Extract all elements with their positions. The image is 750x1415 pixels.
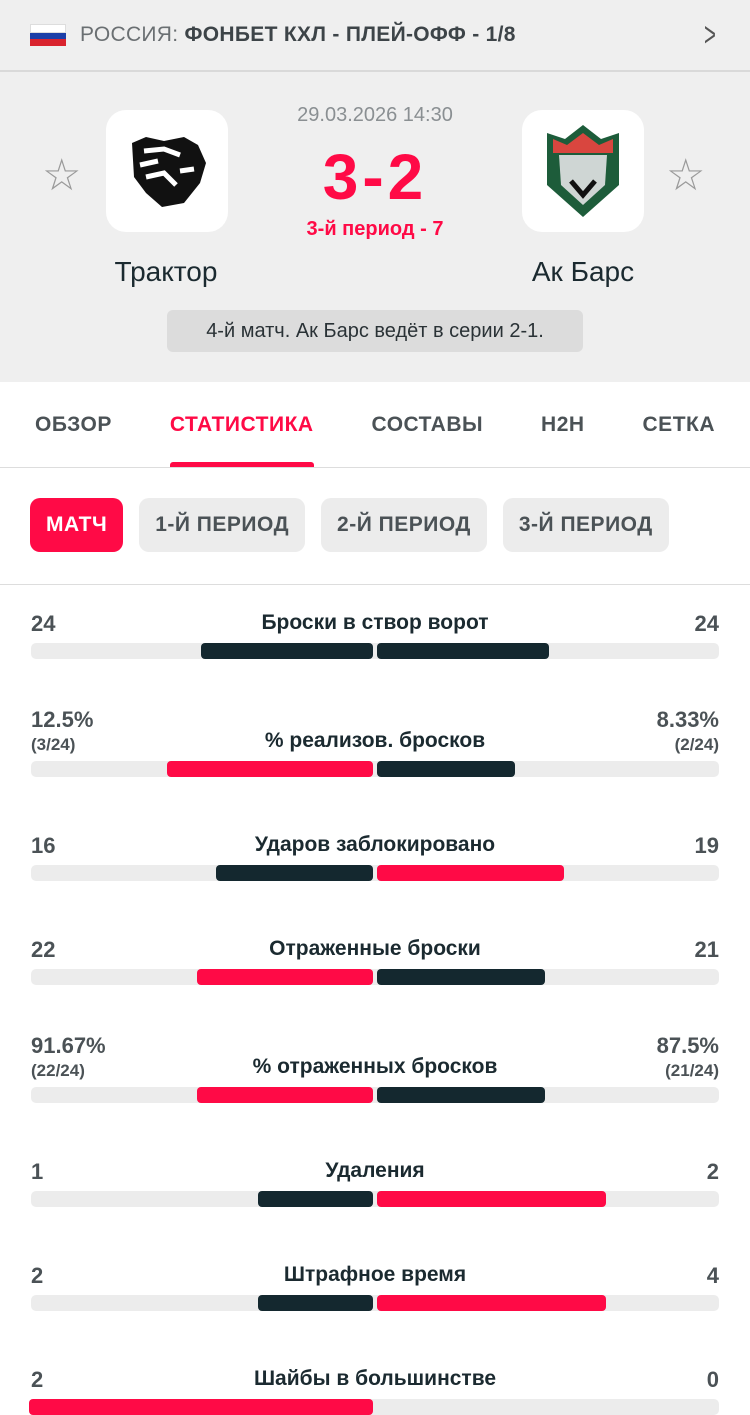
home-team-name[interactable]: Трактор: [114, 256, 218, 287]
stat-bar: [31, 865, 719, 881]
home-bar-fill: [197, 1087, 373, 1103]
tab-statistics[interactable]: СТАТИСТИКА: [169, 382, 314, 467]
match-status: 3-й период - 7: [306, 218, 444, 240]
score: 3-2: [322, 141, 428, 213]
period-1-button[interactable]: 1-Й ПЕРИОД: [139, 498, 306, 552]
away-value: 21: [694, 937, 719, 962]
away-bar-fill: [377, 643, 549, 659]
stat-bar: [31, 643, 719, 659]
away-bar-fill: [377, 865, 564, 881]
tab-lineups[interactable]: СОСТАВЫ: [371, 412, 484, 436]
period-filter: МАТЧ 1-Й ПЕРИОД 2-Й ПЕРИОД 3-Й ПЕРИОД: [0, 468, 750, 585]
home-team-logo[interactable]: [106, 110, 228, 232]
away-team-logo[interactable]: [522, 110, 644, 232]
away-bar-fill: [377, 1191, 607, 1207]
period-3-button[interactable]: 3-Й ПЕРИОД: [502, 498, 669, 552]
league-header[interactable]: РОССИЯ: ФОНБЕТ КХЛ - ПЛЕЙ-ОФФ - 1/8 >: [0, 0, 750, 72]
home-bar-fill: [197, 969, 373, 985]
period-match-button[interactable]: МАТЧ: [30, 498, 124, 552]
tab-bar: ОБЗОР СТАТИСТИКА СОСТАВЫ H2H СЕТКА: [0, 382, 750, 468]
away-value: 4: [706, 1263, 719, 1288]
home-value: 12.5% (3/24): [31, 707, 94, 754]
away-bar-fill: [377, 1295, 607, 1311]
away-value: 24: [694, 611, 719, 636]
tab-h2h[interactable]: H2H: [541, 412, 585, 436]
home-value: 91.67% (22/24): [31, 1033, 106, 1080]
favorite-away-star-icon[interactable]: ☆: [666, 151, 706, 200]
away-bar-fill: [377, 1087, 545, 1103]
away-value: 0: [706, 1367, 719, 1392]
stat-row: 91.67% (22/24) 87.5% (21/24) % отраженных …: [0, 1015, 750, 1103]
home-bar-fill: [215, 865, 373, 881]
stat-row: 1 2 Удаления: [0, 1133, 750, 1207]
stat-row: 22 21 Отраженные броски: [0, 911, 750, 985]
favorite-home-star-icon[interactable]: ☆: [42, 151, 82, 200]
home-bar-fill: [258, 1191, 373, 1207]
stat-row: 24 24 Броски в створ ворот: [0, 585, 750, 659]
away-value: 2: [706, 1159, 719, 1184]
stat-bar: [31, 969, 719, 985]
match-datetime: 29.03.2026 14:30: [297, 104, 453, 126]
home-bar-fill: [166, 761, 373, 777]
home-bar-fill: [29, 1399, 373, 1415]
stat-bar: [29, 1399, 719, 1415]
series-info: 4-й матч. Ак Барс ведёт в серии 2-1.: [167, 310, 583, 352]
away-value: 8.33% (2/24): [656, 707, 719, 754]
tab-overview[interactable]: ОБЗОР: [34, 412, 112, 436]
home-value: 24: [31, 611, 56, 636]
stat-row: 2 0 Шайбы в большинстве: [0, 1341, 750, 1415]
away-bar-fill: [377, 761, 515, 777]
home-bar-fill: [201, 643, 373, 659]
russia-flag-icon: [30, 24, 66, 47]
home-bar-fill: [258, 1295, 373, 1311]
match-header: 29.03.2026 14:30 ☆ Трактор 3-2 3-й перио…: [0, 72, 750, 382]
home-value: 2: [31, 1367, 44, 1392]
stat-bar: [31, 761, 719, 777]
away-value: 19: [694, 833, 719, 858]
tab-bracket[interactable]: СЕТКА: [642, 412, 715, 436]
home-value: 2: [31, 1263, 44, 1288]
period-2-button[interactable]: 2-Й ПЕРИОД: [321, 498, 487, 552]
stat-bar: [31, 1087, 719, 1103]
stat-row: 2 4 Штрафное время: [0, 1237, 750, 1311]
away-bar-fill: [377, 969, 545, 985]
home-value: 1: [31, 1159, 44, 1184]
stat-row: 16 19 Ударов заблокировано: [0, 807, 750, 881]
home-value: 22: [31, 937, 56, 962]
away-team-name[interactable]: Ак Барс: [531, 256, 635, 287]
stat-bar: [31, 1191, 719, 1207]
chevron-right-icon[interactable]: >: [704, 15, 717, 54]
home-value: 16: [31, 833, 56, 858]
stat-row: 12.5% (3/24) 8.33% (2/24) % реализов. брос…: [0, 689, 750, 777]
stats-list: 24 24 Броски в створ ворот 12.5% (3/24) 8…: [0, 585, 750, 1415]
breadcrumb: РОССИЯ: ФОНБЕТ КХЛ - ПЛЕЙ-ОФФ - 1/8: [80, 23, 516, 46]
away-value: 87.5% (21/24): [656, 1033, 719, 1080]
stat-bar: [31, 1295, 719, 1311]
